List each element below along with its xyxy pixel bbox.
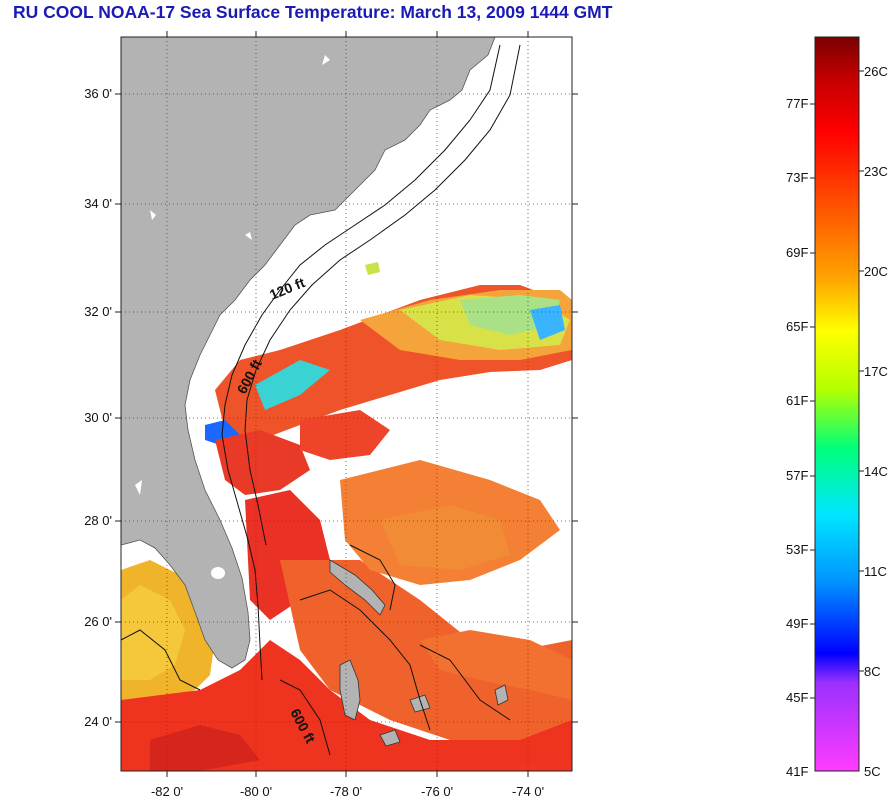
cb-f-53: 53F: [786, 542, 809, 557]
contour-label-120: 120 ft: [267, 274, 307, 303]
axis-ticks: [115, 31, 578, 777]
lon-label-80: -80 0': [239, 784, 273, 799]
cb-c-14: 14C: [864, 464, 888, 479]
lat-label-32: 32 0': [84, 304, 112, 319]
cb-c-26: 26C: [864, 64, 888, 79]
bathymetry-contours: [121, 44, 521, 756]
colorbar-ticks: [810, 70, 864, 699]
lat-label-34: 34 0': [84, 196, 112, 211]
page-title: RU COOL NOAA-17 Sea Surface Temperature:…: [13, 2, 613, 22]
cb-c-23: 23C: [864, 164, 888, 179]
cb-c-5: 5C: [864, 764, 881, 779]
lon-label-74: -74 0': [511, 784, 545, 799]
cb-f-57: 57F: [786, 468, 809, 483]
lon-label-76: -76 0': [420, 784, 454, 799]
lat-label-24: 24 0': [84, 714, 112, 729]
lon-label-78: -78 0': [329, 784, 363, 799]
cb-f-45: 45F: [786, 690, 809, 705]
land-mass: [121, 37, 496, 669]
cb-f-49: 49F: [786, 616, 809, 631]
cb-f-69: 69F: [786, 245, 809, 260]
lon-label-82: -82 0': [150, 784, 184, 799]
cb-f-61: 61F: [786, 393, 809, 408]
cb-f-73: 73F: [786, 170, 809, 185]
cb-c-8: 8C: [864, 664, 881, 679]
cb-f-65: 65F: [786, 319, 809, 334]
cb-f-41: 41F: [786, 764, 809, 779]
cb-c-17: 17C: [864, 364, 888, 379]
cb-c-11: 11C: [864, 564, 887, 579]
lat-label-30: 30 0': [84, 410, 112, 425]
lat-label-28: 28 0': [84, 513, 112, 528]
lakes: [135, 55, 330, 579]
lat-label-36: 36 0': [84, 86, 112, 101]
colorbar: [814, 36, 860, 772]
cb-f-77: 77F: [786, 96, 809, 111]
cb-c-20: 20C: [864, 264, 888, 279]
lat-label-26: 26 0': [84, 614, 112, 629]
bahamas-islands: [329, 559, 509, 747]
